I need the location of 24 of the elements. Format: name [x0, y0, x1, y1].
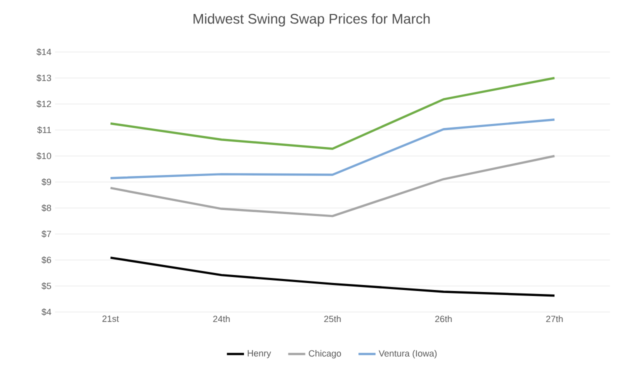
y-tick-label: $10: [36, 152, 52, 160]
x-tick-label: 24th: [213, 316, 230, 322]
y-tick-label: $6: [42, 256, 52, 264]
y-tick-label: $5: [42, 282, 52, 290]
line-series: [109, 76, 556, 150]
x-tick-label: 21st: [102, 316, 119, 322]
y-tick-label: $13: [36, 74, 52, 82]
x-tick-label: 26th: [435, 316, 452, 322]
legend-label: Henry: [248, 350, 272, 358]
legend-label: Ventura (Iowa): [378, 350, 437, 358]
x-tick-label: 27th: [546, 316, 563, 322]
y-tick-label: $12: [36, 100, 52, 108]
y-tick-label: $11: [37, 126, 52, 134]
legend-label: Chicago: [308, 350, 341, 358]
y-tick-label: $8: [42, 204, 52, 212]
chart-title: Midwest Swing Swap Prices for March: [194, 13, 430, 27]
x-tick-label: 25th: [324, 316, 341, 322]
line-series: [109, 256, 556, 297]
y-tick-label: $4: [42, 308, 52, 316]
y-tick-label: $7: [42, 230, 52, 238]
y-tick-label: $9: [42, 178, 52, 186]
y-tick-label: $14: [36, 48, 52, 56]
line-series: [109, 118, 556, 180]
line-series: [109, 154, 556, 218]
